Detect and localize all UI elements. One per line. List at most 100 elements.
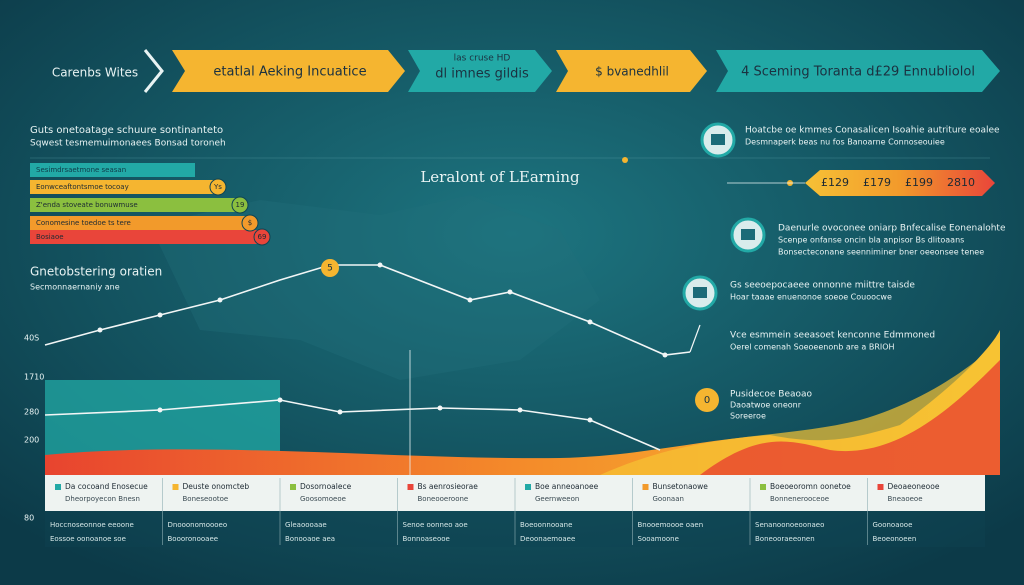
line-point xyxy=(157,312,163,318)
card-text: Boneseootoe xyxy=(183,495,229,503)
level-label: Bosiaoe xyxy=(36,233,64,241)
card-text: Bneaoeoe xyxy=(888,495,923,503)
callout-text: Gs seeoepocaeee onnonne miittre taisde xyxy=(730,281,915,291)
badge xyxy=(695,388,719,412)
badge-label: 5 xyxy=(327,264,333,274)
footer-note: Gleaoooaae xyxy=(285,521,327,529)
card-text: Goosomoeoe xyxy=(300,495,346,503)
line-point xyxy=(517,407,523,413)
price-tag xyxy=(805,170,995,196)
growth-subtitle: Secmonnaernaniy ane xyxy=(30,283,120,292)
header-note: las cruse HD xyxy=(454,54,511,64)
callout-text: Scenpe onfanse oncin bla anpisor Bs dlit… xyxy=(778,236,964,245)
price-tag-label: £179 xyxy=(863,176,891,189)
card-title: Bs aenrosieorae xyxy=(418,482,479,491)
footer-note: Goonoaooe xyxy=(873,521,913,529)
level-bar xyxy=(30,163,195,177)
line-point xyxy=(97,327,103,333)
card-title: Boe anneoanoee xyxy=(535,482,599,491)
growth-title: Gnetobstering oratien xyxy=(30,265,162,279)
card-icon xyxy=(525,484,531,490)
badge-label: 0 xyxy=(704,395,710,406)
axis-label: 40S xyxy=(24,334,39,343)
level-bar xyxy=(30,230,262,244)
level-badge xyxy=(241,214,259,232)
badge-label: Ys xyxy=(213,183,222,191)
footer-note: Bonooaoe aea xyxy=(285,535,335,543)
center-title: Leralont of LEarning xyxy=(420,168,580,186)
panel-title: Guts onetoatage schuure sontinanteto xyxy=(30,125,223,136)
line-point xyxy=(587,417,593,423)
callout-text: Desmnaperk beas nu fos Banoarne Connoseo… xyxy=(745,138,945,147)
card-title: Deuste onomcteb xyxy=(183,482,250,491)
badge-label: 19 xyxy=(236,201,245,209)
footer-note: Boooronooaee xyxy=(168,535,219,543)
footer-note: Bonnoaseooe xyxy=(403,535,450,543)
axis-label: 280 xyxy=(24,408,39,417)
callout-text: Hoar taaae enuenonoe soeoe Couoocwe xyxy=(730,293,892,302)
header-arrow xyxy=(716,50,1000,92)
axis-label: 1710 xyxy=(24,373,44,382)
badge-label: $ xyxy=(248,219,252,227)
callout-text: Soreeroe xyxy=(730,412,766,421)
card-text: Dheorpoyecon Bnesn xyxy=(65,495,140,503)
footer-note: Deoonaemoaee xyxy=(520,535,575,543)
footer-note: Boeoonnooane xyxy=(520,521,572,529)
connector xyxy=(689,324,701,353)
card-text: Bonnenerooceoe xyxy=(770,495,829,503)
card-icon xyxy=(290,484,296,490)
line-point xyxy=(377,262,383,268)
price-tag-label: 2810 xyxy=(947,176,975,189)
axis-label: 80 xyxy=(24,514,34,523)
price-tag-label: £199 xyxy=(905,176,933,189)
level-badge xyxy=(253,228,271,246)
card-text: Goonaan xyxy=(653,495,684,503)
panel-subtitle: Sqwest tesmemuimonaees Bonsad toroneh xyxy=(30,139,226,149)
card-title: Boeoeoromn oonetoe xyxy=(770,482,851,491)
icon-glyph xyxy=(741,229,755,240)
footer-note: Sooamoone xyxy=(638,535,679,543)
footer-note: Dnooonomoooeo xyxy=(168,521,228,529)
level-bar xyxy=(30,216,250,230)
card-icon xyxy=(642,484,649,490)
line-point xyxy=(217,297,223,303)
badge xyxy=(321,259,339,277)
line-point xyxy=(662,352,668,358)
line-point xyxy=(467,297,473,303)
card-text: Geernweeon xyxy=(535,495,579,503)
line-point xyxy=(587,319,593,325)
callout-text: Daoatwoe oneonr xyxy=(730,401,802,410)
dot xyxy=(622,157,628,163)
header-step: $ bvanedhlil xyxy=(595,65,669,79)
callout-text: Hoatcbe oe kmmes Conasalicen Isoahie aut… xyxy=(745,126,1000,136)
card-title: Deoaeoneooe xyxy=(888,482,940,491)
trend-line xyxy=(44,399,661,451)
level-bar xyxy=(30,198,240,212)
badge-label: 69 xyxy=(258,233,267,241)
header-step: 4 Sceming Toranta d£29 Ennubliolol xyxy=(741,65,975,80)
callout-text: Vce esmmein seeasoet kenconne Edmmoned xyxy=(730,331,935,341)
wave xyxy=(700,360,1000,475)
card-title: Dosornoalece xyxy=(300,482,352,491)
price-tag-label: £129 xyxy=(821,176,849,189)
line-point xyxy=(507,289,513,295)
icon-glyph xyxy=(711,134,725,145)
card-title: Da cocoand Enosecue xyxy=(65,482,148,491)
level-label: Z'enda stoveate bonuwmuse xyxy=(36,201,138,209)
footer-note: Senanoonoeoonaeo xyxy=(755,521,824,529)
footer-note: Bnooemoooe oaen xyxy=(638,521,704,529)
card-icon xyxy=(760,484,766,490)
axis-label: 200 xyxy=(24,436,39,445)
header-arrow xyxy=(172,50,405,92)
level-bar xyxy=(30,180,218,194)
header-step: dl imnes gildis xyxy=(435,67,529,82)
card-text: Boneooeroone xyxy=(418,495,469,503)
callout-text: Daenurle ovoconee oniarp Bnfecalise Eone… xyxy=(778,224,1006,234)
card-icon xyxy=(172,484,179,490)
line-point xyxy=(337,409,343,415)
level-badge xyxy=(209,178,227,196)
card-icon xyxy=(407,484,414,490)
footer-note: Beoeonoeen xyxy=(873,535,917,543)
footer-note: Senoe oonneo aoe xyxy=(403,521,468,529)
